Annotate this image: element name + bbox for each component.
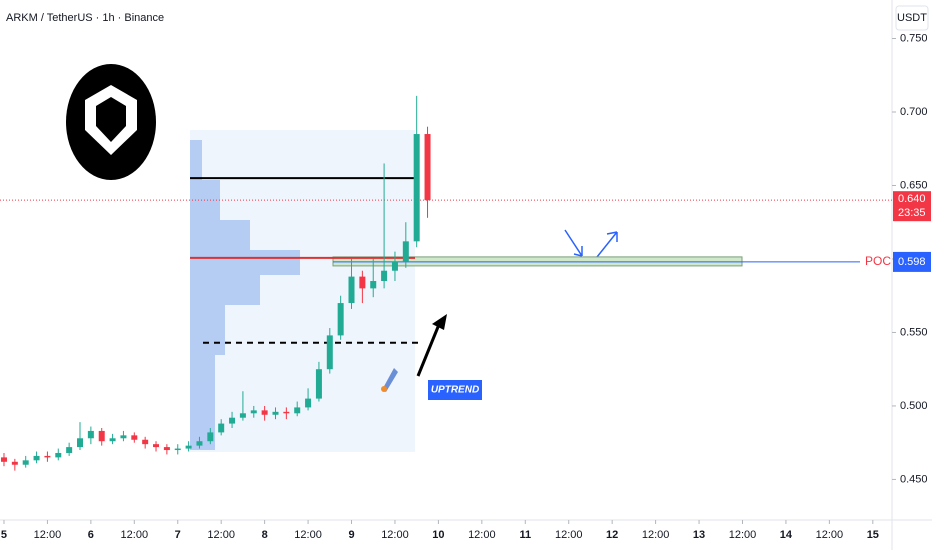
candle-body: [131, 435, 138, 440]
candle-body: [218, 423, 225, 433]
x-tick-label: 15: [867, 529, 879, 541]
arrow-head: [432, 314, 447, 330]
candle-body: [261, 410, 268, 415]
candle-body: [348, 276, 355, 304]
candle-body: [44, 455, 51, 458]
logo-circle: [66, 64, 156, 180]
x-tick-label: 12:00: [642, 529, 670, 541]
x-tick-label: 12: [606, 529, 618, 541]
last-price-box: [893, 191, 931, 222]
candle-body: [370, 281, 377, 289]
candle-body: [174, 448, 181, 451]
profile-bar: [190, 250, 300, 275]
candle-body: [22, 460, 29, 465]
x-tick-label: 8: [262, 529, 268, 541]
candle-body: [98, 430, 105, 442]
candle-body: [239, 413, 246, 418]
candle-body: [413, 134, 420, 242]
candle-body: [337, 303, 344, 336]
x-tick-label: 12:00: [381, 529, 409, 541]
candle-body: [185, 445, 192, 449]
candle-body: [381, 270, 388, 282]
candle-body: [77, 438, 84, 448]
candle-body: [294, 407, 301, 414]
poc-name: POC: [865, 254, 891, 268]
candle-body: [391, 261, 398, 271]
x-tick-label: 10: [432, 529, 444, 541]
x-tick-label: 12:00: [34, 529, 62, 541]
x-tick-label: 7: [175, 529, 181, 541]
logo: [66, 64, 156, 180]
profile-bar: [190, 305, 225, 355]
y-tick-label: 0.450: [900, 473, 928, 485]
annotation-box: [428, 380, 482, 400]
candle-body: [87, 430, 94, 439]
x-tick-label: 12:00: [121, 529, 149, 541]
candle-body: [207, 432, 214, 442]
candle-body: [196, 441, 203, 446]
x-tick-label: 13: [693, 529, 705, 541]
candle-body: [305, 398, 312, 408]
y-tick-label: 0.550: [900, 326, 928, 338]
candle-body: [163, 447, 170, 451]
x-tick-label: 5: [1, 529, 7, 541]
candle-body: [326, 335, 333, 370]
candle-body: [283, 411, 290, 414]
x-tick-label: 6: [88, 529, 94, 541]
candle-body: [11, 461, 18, 465]
x-tick-label: 12:00: [294, 529, 322, 541]
countdown: 23:35: [898, 207, 926, 219]
profile-bar: [190, 275, 260, 305]
currency: USDT: [897, 12, 927, 24]
candle-body: [109, 438, 116, 442]
candle-body: [33, 455, 40, 461]
candle-body: [250, 410, 257, 414]
candle-body: [229, 417, 236, 424]
x-tick-label: 9: [348, 529, 354, 541]
x-tick-label: 12:00: [555, 529, 583, 541]
poc-price-label: 0.598: [898, 256, 926, 268]
candle-body: [66, 447, 73, 453]
candle-body: [120, 435, 127, 439]
profile-bar: [190, 140, 202, 180]
candle-body: [153, 444, 160, 448]
candle-body: [315, 369, 322, 399]
x-tick-label: 12:00: [816, 529, 844, 541]
candle-body: [424, 134, 431, 201]
candle-body: [359, 276, 366, 289]
x-tick-label: 11: [519, 529, 531, 541]
last-price-label: 0.640: [898, 193, 926, 205]
chart-title: ARKM / TetherUS · 1h · Binance: [6, 12, 164, 24]
candle-body: [0, 457, 7, 462]
x-tick-label: 12:00: [207, 529, 235, 541]
candle-body: [402, 241, 409, 262]
rocket-flame: [381, 386, 387, 392]
x-tick-label: 14: [780, 529, 793, 541]
y-tick-label: 0.500: [900, 400, 928, 412]
candle-body: [272, 411, 279, 415]
poc-price-box: [893, 251, 931, 272]
x-tick-label: 12:00: [468, 529, 496, 541]
y-tick-label: 0.750: [900, 32, 928, 44]
arrow: [416, 321, 442, 377]
candle-body: [55, 452, 62, 458]
currency-box: [895, 5, 929, 31]
profile-bar: [190, 220, 250, 250]
bounce-arrows: [564, 229, 618, 258]
volume-profile: [190, 140, 300, 450]
y-tick-label: 0.650: [900, 179, 928, 191]
candle-body: [142, 439, 149, 445]
logo-mark: [85, 85, 137, 155]
rocket: [382, 368, 398, 392]
x-tick-label: 12:00: [729, 529, 757, 541]
annotation: UPTREND: [431, 385, 479, 396]
y-tick-label: 0.700: [900, 106, 928, 118]
